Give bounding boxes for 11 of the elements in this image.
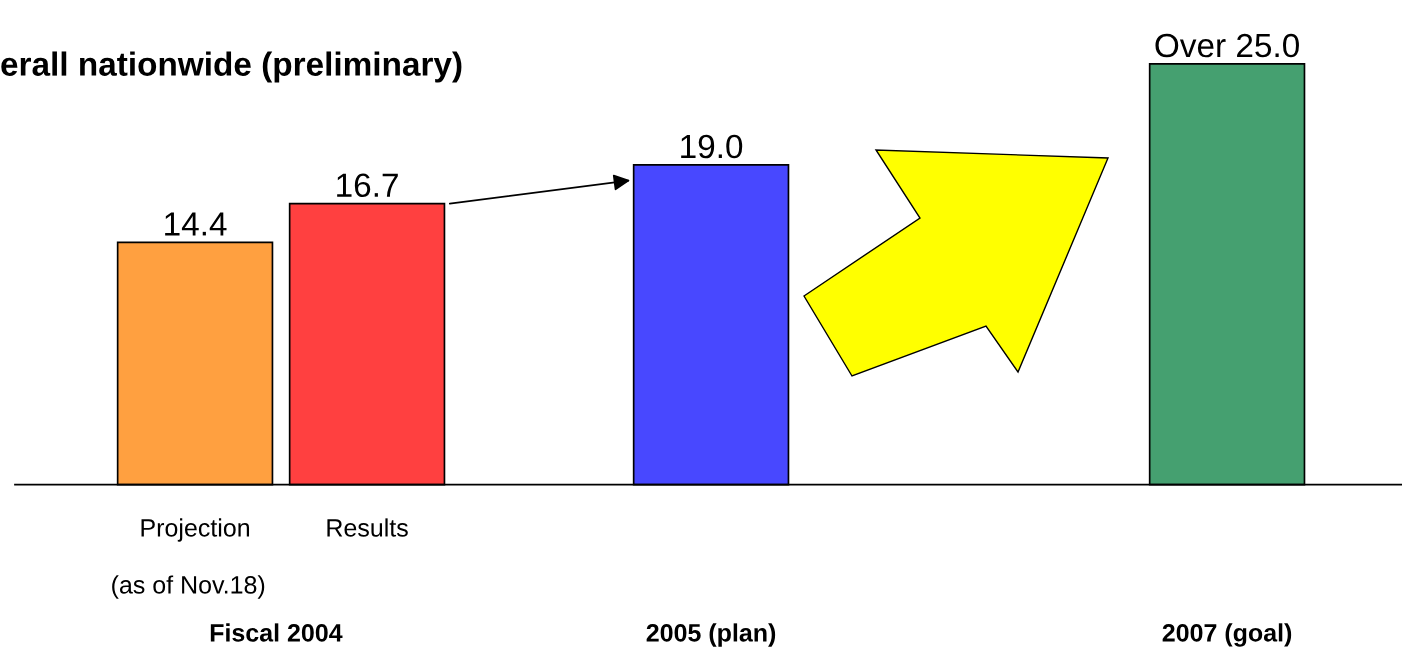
- data-label: 19.0: [681, 134, 743, 159]
- x-tick-label: Results: [327, 518, 408, 537]
- x-tick-label: 2005 (plan): [646, 623, 776, 647]
- data-label: Over 25.0: [1155, 33, 1299, 58]
- data-label: 16.7: [337, 173, 398, 198]
- annotation: (as of Nov.18): [112, 575, 265, 599]
- data-label: 14.4: [165, 212, 227, 236]
- x-tick-label: Projection: [141, 518, 250, 542]
- annotation: Fiscal 2004: [210, 623, 343, 642]
- x-tick-label: 2007 (goal): [1162, 623, 1292, 647]
- text: erall nationwide (preliminary): [1, 51, 462, 83]
